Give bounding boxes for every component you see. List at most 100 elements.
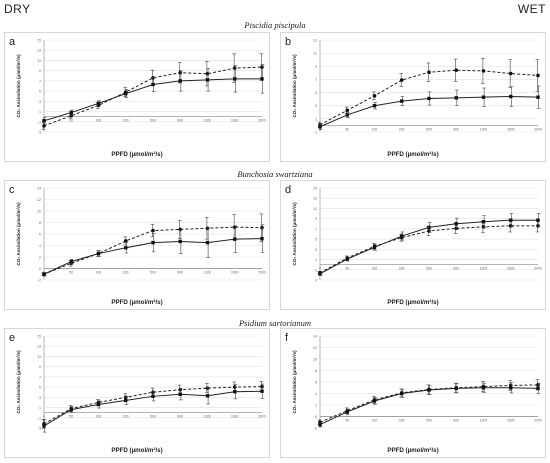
data-point <box>124 91 128 96</box>
data-point <box>178 79 182 83</box>
x-tick-label: 1200 <box>204 119 212 123</box>
data-point <box>318 422 322 427</box>
series-solid <box>318 85 541 130</box>
y-tick-label: 11 <box>37 59 41 63</box>
data-point <box>427 70 431 74</box>
data-point <box>69 407 73 412</box>
data-point <box>151 390 155 395</box>
y-tick-label: -1 <box>38 120 41 124</box>
data-point <box>232 385 237 389</box>
x-axis-label: PPFD (µmol/m²/s) <box>387 151 438 158</box>
y-axis-label: CO₂ Assimilation (µmol/m²/s) <box>16 54 21 118</box>
data-point <box>96 402 101 407</box>
y-axis-label: CO₂ Assimilation (µmol/m²/s) <box>16 350 21 414</box>
series-solid <box>42 64 265 125</box>
y-tick-label: 15 <box>37 335 41 339</box>
panel-frame <box>4 328 270 458</box>
y-tick-label: 11 <box>37 355 41 359</box>
data-point <box>454 222 458 226</box>
data-point <box>42 424 46 428</box>
data-point <box>509 386 513 390</box>
chart-panel-b: -1135791113050100200500800120016002000bC… <box>280 32 546 162</box>
data-point <box>42 119 46 123</box>
series-solid <box>42 224 265 277</box>
data-point <box>124 246 128 250</box>
gridlines <box>320 187 538 281</box>
data-point <box>345 410 349 414</box>
y-tick-label: -2 <box>314 427 317 431</box>
data-point <box>178 70 183 75</box>
gridlines <box>44 39 262 133</box>
x-tick-label: 1600 <box>231 415 239 419</box>
panel-letter: c <box>9 184 15 196</box>
data-point <box>345 113 349 117</box>
y-tick-label: 1 <box>315 117 317 121</box>
x-tick-label: 1600 <box>507 267 515 271</box>
y-tick-label: 10 <box>313 358 317 362</box>
series-line <box>43 386 263 425</box>
y-tick-label: -2 <box>38 279 41 283</box>
x-tick-label: 500 <box>426 419 432 423</box>
data-point <box>205 71 210 76</box>
y-tick-label: 15 <box>37 39 41 43</box>
data-point <box>260 225 264 230</box>
data-point <box>427 96 431 101</box>
x-axis-label: PPFD (µmol/m²/s) <box>387 299 438 306</box>
data-point <box>399 78 404 82</box>
panel-frame <box>280 328 546 458</box>
x-tick-label: 500 <box>150 271 156 275</box>
species-title-2: Bunchosia swartziana <box>237 169 313 179</box>
y-tick-label: -1 <box>314 268 317 272</box>
data-point <box>151 240 155 245</box>
data-point <box>205 226 210 231</box>
x-tick-label: 50 <box>345 419 349 423</box>
series-line <box>319 96 539 128</box>
x-tick-label: 0 <box>319 267 321 271</box>
data-point <box>260 65 264 69</box>
y-tick-label: 2 <box>39 256 41 260</box>
gridlines <box>320 39 538 133</box>
data-point <box>454 68 459 73</box>
x-tick-label: 200 <box>399 127 405 131</box>
data-point <box>536 383 540 387</box>
x-tick-label: 800 <box>453 267 459 271</box>
x-tick-label: 1200 <box>480 419 488 423</box>
y-tick-label: -1 <box>314 131 317 135</box>
panel-frame <box>4 180 270 310</box>
data-point <box>481 220 486 224</box>
data-point <box>427 225 431 230</box>
panel-letter: a <box>9 36 16 48</box>
panel-letter: f <box>285 332 289 344</box>
x-tick-label: 800 <box>453 419 459 423</box>
data-point <box>233 390 237 394</box>
x-tick-label: 1600 <box>507 419 515 423</box>
y-tick-label: 9 <box>39 365 41 369</box>
y-tick-label: -1 <box>38 416 41 420</box>
series-solid <box>42 383 265 433</box>
y-tick-label: 6 <box>315 381 317 385</box>
y-tick-label: 5 <box>315 91 317 95</box>
y-tick-label: 1 <box>315 258 317 262</box>
x-tick-label: 100 <box>372 419 378 423</box>
x-tick-label: 200 <box>399 419 405 423</box>
series-solid <box>318 382 541 428</box>
data-point <box>400 391 404 396</box>
data-point <box>96 251 101 256</box>
x-tick-label: 500 <box>150 415 156 419</box>
panel-frame <box>280 32 546 162</box>
y-tick-label: 12 <box>313 346 317 350</box>
x-tick-label: 200 <box>399 267 405 271</box>
x-tick-label: 50 <box>69 271 73 275</box>
data-point <box>178 392 182 396</box>
data-point <box>318 272 322 276</box>
data-point <box>260 77 264 81</box>
data-point <box>69 259 73 264</box>
data-point <box>233 237 237 241</box>
species-title-3: Psidium sartorianum <box>238 318 312 328</box>
data-point <box>178 239 182 244</box>
x-tick-label: 2000 <box>534 127 542 131</box>
x-tick-label: 2000 <box>534 419 542 423</box>
data-point <box>372 104 377 108</box>
data-point <box>205 78 210 82</box>
x-axis-label: PPFD (µmol/m²/s) <box>111 447 162 454</box>
